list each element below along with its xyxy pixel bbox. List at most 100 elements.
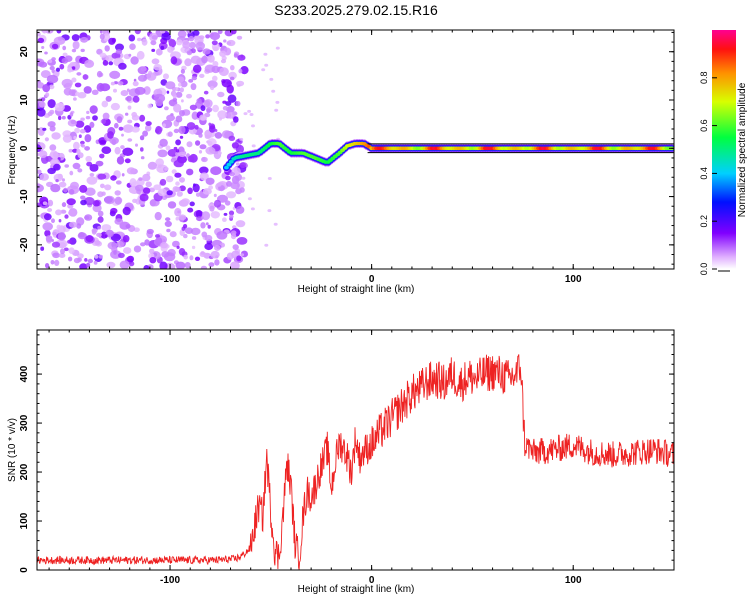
noise-speckle: [151, 48, 156, 53]
noise-speckle: [162, 123, 166, 128]
noise-speckle: [120, 145, 125, 150]
noise-speckle: [68, 148, 73, 153]
noise-speckle: [44, 51, 48, 55]
noise-speckle: [116, 241, 125, 248]
noise-speckle: [199, 73, 205, 78]
noise-speckle: [181, 99, 184, 103]
noise-speckle: [44, 137, 50, 142]
noise-speckle: [142, 173, 151, 182]
x-tick-label: -100: [160, 575, 180, 586]
noise-speckle: [54, 102, 65, 112]
noise-speckle: [179, 110, 185, 117]
noise-speckle: [108, 37, 116, 45]
noise-speckle: [84, 214, 93, 221]
noise-speckle: [220, 59, 227, 64]
noise-speckle: [207, 80, 218, 89]
noise-speckle: [155, 237, 163, 246]
noise-speckle: [180, 68, 185, 74]
noise-speckle: [110, 102, 120, 111]
noise-speckle: [227, 111, 234, 119]
noise-speckle: [64, 164, 69, 168]
noise-speckle: [213, 199, 222, 208]
signal-point: [224, 165, 229, 170]
snr-series-line: [37, 354, 674, 570]
noise-speckle: [235, 100, 241, 107]
colorbar-tick-label: 0.8: [699, 72, 709, 85]
noise-speckle: [39, 101, 46, 108]
x-tick-label: 100: [565, 274, 582, 285]
noise-speckle: [207, 224, 211, 229]
noise-speckle: [199, 172, 209, 181]
noise-speckle: [78, 232, 85, 238]
noise-speckle: [40, 70, 51, 79]
noise-speckle: [211, 40, 218, 46]
noise-speckle: [201, 231, 208, 238]
noise-speckle: [113, 88, 117, 93]
noise-speckle: [80, 36, 89, 43]
noise-speckle: [229, 214, 234, 219]
noise-speckle: [176, 245, 180, 249]
noise-speckle: [263, 52, 268, 56]
noise-speckle: [251, 144, 256, 148]
noise-speckle: [179, 177, 185, 183]
noise-speckle: [161, 251, 170, 258]
noise-speckle: [60, 209, 67, 214]
noise-speckle: [51, 57, 56, 61]
noise-speckle: [86, 110, 90, 115]
noise-speckle: [214, 259, 220, 266]
noise-speckle: [75, 91, 80, 97]
noise-speckle: [126, 255, 135, 263]
x-tick-label: -100: [160, 274, 180, 285]
noise-speckle: [92, 115, 98, 121]
noise-speckle: [205, 222, 209, 226]
noise-speckle: [183, 254, 188, 260]
noise-speckle: [163, 73, 169, 80]
noise-speckle: [37, 152, 40, 157]
noise-speckle: [181, 198, 190, 205]
noise-speckle: [110, 81, 115, 86]
noise-speckle: [165, 217, 171, 222]
noise-speckle: [107, 241, 118, 250]
noise-speckle: [123, 247, 132, 254]
noise-speckle: [67, 67, 73, 73]
noise-speckle: [139, 193, 149, 202]
noise-speckle: [122, 124, 134, 133]
noise-speckle: [89, 164, 99, 172]
noise-speckle: [84, 187, 96, 196]
x-tick-label: 0: [369, 274, 375, 285]
noise-speckle: [216, 231, 228, 240]
noise-speckle: [101, 118, 106, 125]
noise-speckle: [147, 161, 157, 170]
noise-speckle: [85, 235, 94, 243]
noise-speckle: [153, 64, 162, 71]
noise-speckle: [142, 187, 151, 194]
noise-speckle: [71, 34, 80, 42]
noise-speckle: [109, 70, 121, 79]
noise-speckle: [73, 141, 80, 150]
noise-speckle: [58, 253, 66, 258]
noise-speckle: [178, 151, 186, 157]
noise-speckle: [39, 173, 49, 181]
noise-speckle: [213, 193, 217, 198]
noise-speckle: [235, 220, 246, 228]
noise-speckle: [189, 104, 197, 111]
noise-speckle: [40, 246, 45, 251]
noise-speckle: [127, 105, 132, 110]
y-tick-label: 10: [19, 94, 30, 106]
noise-speckle: [195, 140, 201, 146]
noise-speckle: [85, 115, 91, 120]
noise-speckle: [134, 30, 141, 35]
noise-speckle: [160, 30, 166, 34]
noise-speckle: [53, 36, 66, 45]
noise-speckle: [53, 163, 61, 171]
noise-speckle: [239, 187, 245, 193]
noise-speckle: [47, 208, 53, 212]
noise-speckle: [135, 184, 144, 192]
noise-speckle: [275, 100, 280, 104]
noise-speckle: [212, 75, 218, 82]
noise-speckle: [188, 79, 194, 83]
noise-speckle: [68, 221, 78, 228]
noise-speckle: [50, 183, 61, 193]
noise-speckle: [97, 173, 107, 180]
noise-speckle: [77, 92, 87, 99]
